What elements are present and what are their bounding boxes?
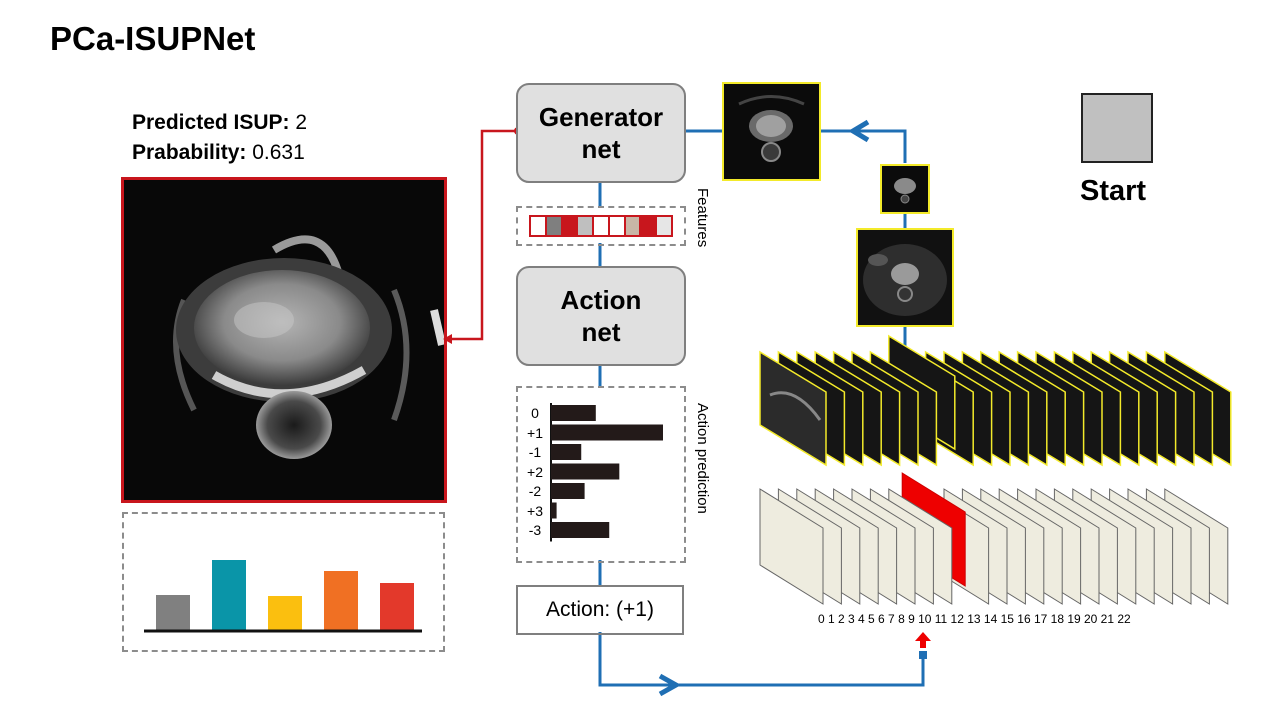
action-prediction-label: Action prediction [694,403,711,514]
action-tick-label: -3 [528,522,542,538]
slice-plane [796,488,861,605]
action-net-line1: Action [560,285,642,315]
slice-plane [1090,488,1155,605]
feature-cell [578,217,595,235]
mri-slice [906,350,974,467]
feature-cell [594,217,610,235]
action-tick-label: -2 [528,483,542,499]
mri-slice [869,350,938,467]
probability-row: Prabability: 0.631 [132,138,307,168]
mri-slice [832,350,901,467]
feature-vector [529,215,673,237]
action-prediction-frame [516,386,686,563]
mri-slice [980,350,1048,467]
mri-slice [1053,350,1122,467]
action-tick-label: 0 [531,405,539,421]
feature-cell [546,217,563,235]
mri-slice [1127,350,1195,467]
slice-plane [759,488,824,605]
slice-plane [851,488,916,605]
action-net-block: Action net [516,266,686,366]
slice-plane [1145,488,1210,605]
feature-cell [609,217,626,235]
mri-slice-detail [769,391,822,421]
feature-cell [625,217,642,235]
slice-plane [869,488,934,605]
mri-slice [1145,350,1214,467]
generator-net-line2: net [581,134,621,164]
feature-cell [531,217,547,235]
slice-plane [888,488,953,605]
mri-slice [796,350,864,467]
action-net-line2: net [581,317,621,347]
mri-slice [1035,350,1103,467]
isup-probability-chart-frame [122,512,445,652]
slice-plane [1127,488,1192,605]
slice-index-axis: 0 1 2 3 4 5 6 7 8 9 10 11 12 13 14 15 16… [818,612,1131,626]
feature-cell [657,217,672,235]
probability-value: 0.631 [252,141,305,164]
generator-net-block: Generator net [516,83,686,183]
page-title: PCa-ISUPNet [50,20,256,57]
slice-plane [833,488,898,605]
slice-plane [814,488,879,605]
slice-plane [1017,488,1082,605]
mri-slice [1164,350,1232,467]
slice-plane [998,488,1063,605]
slice-plane [943,488,1008,605]
mri-slice [1016,350,1085,467]
slice-plane [1035,488,1100,605]
mri-slice [924,350,993,467]
isup-value: 2 [295,111,308,134]
generator-net-line1: Generator [538,102,664,132]
mri-slice-image-small [880,164,930,214]
mri-slice [1072,350,1140,467]
action-tick-label: +3 [527,502,543,519]
action-result: Action: (+1) [516,585,684,635]
mri-slice [814,350,882,467]
mri-slice [759,350,827,467]
slice-plane [1053,488,1118,605]
slice-plane [1072,488,1137,605]
isup-row: Predicted ISUP: 2 [132,108,307,138]
mri-slice [998,350,1066,467]
mri-slice [851,350,919,467]
slice-plane [925,488,990,605]
mri-slice-image-medium [856,228,954,327]
slice-plane [1164,488,1229,605]
feature-cell [641,217,658,235]
slice-plane [1109,488,1174,605]
action-tick-label: +1 [527,424,543,441]
mri-slice [961,350,1030,467]
action-tick-label: -1 [528,444,542,460]
mri-slice [1090,350,1158,467]
action-tick-label: +2 [527,463,543,480]
prediction-summary: Predicted ISUP: 2 Prabability: 0.631 [132,108,307,168]
feature-cell [562,217,579,235]
probability-label: Prabability: [132,141,247,164]
slice-plane [980,488,1045,605]
selected-slice [901,472,966,587]
features-label: Features [694,188,711,248]
isup-label: Predicted ISUP: [132,111,290,134]
mri-slice-image-large [722,82,821,181]
slice-plane [961,488,1026,605]
mri-slice [777,350,846,467]
mri-output-image [121,177,447,503]
mri-slice [943,350,1011,467]
start-button[interactable] [1081,93,1153,163]
start-label: Start [1080,175,1147,207]
mri-slice [1108,350,1177,467]
features-frame [516,206,686,246]
slice-plane [777,488,842,605]
mri-slice [888,334,956,451]
